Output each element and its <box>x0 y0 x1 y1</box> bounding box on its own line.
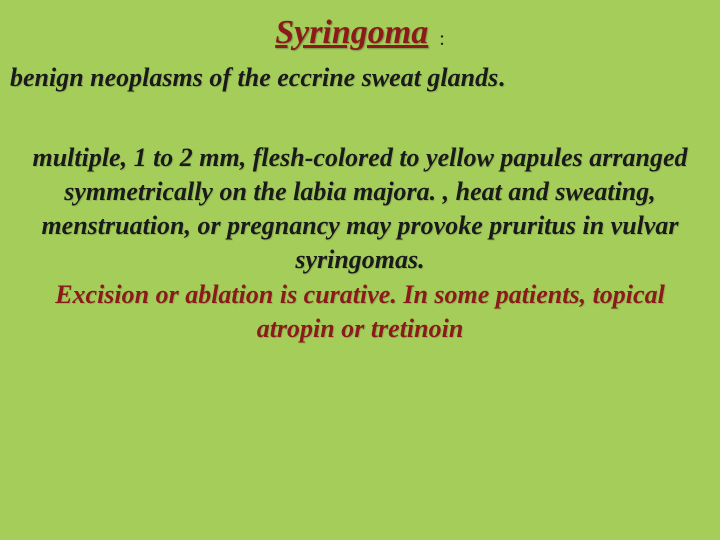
body-text-dark: multiple, 1 to 2 mm, flesh-colored to ye… <box>32 143 687 275</box>
subtitle: benign neoplasms of the eccrine sweat gl… <box>10 62 710 95</box>
body-text-red: Excision or ablation is curative. In som… <box>55 280 665 343</box>
body-block: multiple, 1 to 2 mm, flesh-colored to ye… <box>10 141 710 347</box>
title-line: Syringoma : <box>10 14 710 52</box>
slide-title: Syringoma <box>275 14 428 51</box>
title-colon: : <box>434 28 445 50</box>
subtitle-period: . <box>498 63 505 92</box>
subtitle-text: benign neoplasms of the eccrine sweat gl… <box>10 63 498 92</box>
